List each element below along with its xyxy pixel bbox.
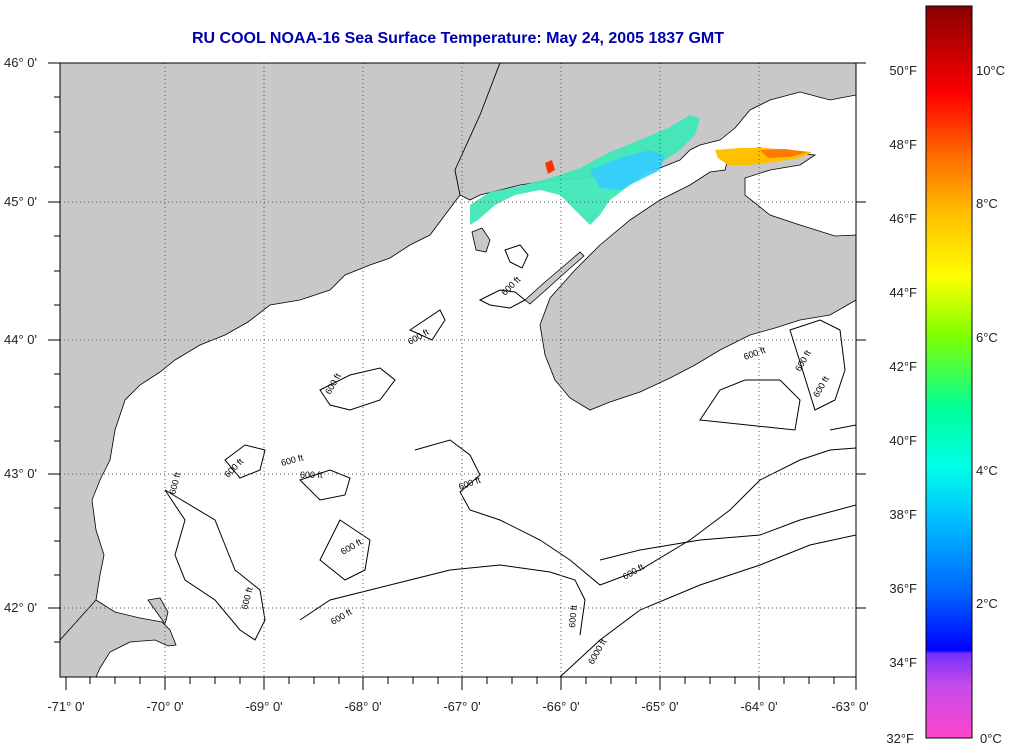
map-frame xyxy=(59,62,857,678)
colorbar-f-label: 42°F xyxy=(889,359,917,374)
depth-contours xyxy=(164,244,856,677)
colorbar-f-label: 44°F xyxy=(889,285,917,300)
map-layers: 600 ft 600 ft 600 ft 600 ft 600 ft 600 f… xyxy=(60,63,856,677)
colorbar-f-label: 46°F xyxy=(889,211,917,226)
lat-label: 45° 0' xyxy=(4,194,37,209)
colorbar-c-label: 0°C xyxy=(980,731,1002,746)
colorbar-f-label: 32°F xyxy=(886,731,914,746)
colorbar-c-label: 10°C xyxy=(976,63,1005,78)
lat-label: 42° 0' xyxy=(4,600,37,615)
lat-label: 46° 0' xyxy=(4,55,37,70)
lon-label: -69° 0' xyxy=(245,699,282,714)
colorbar-f-label: 34°F xyxy=(889,655,917,670)
colorbar-f-label: 48°F xyxy=(889,137,917,152)
lon-label: -63° 0' xyxy=(831,699,868,714)
sst-patch-fundy-cool xyxy=(590,150,665,190)
sst-patch-minas-warm xyxy=(760,149,808,158)
colorbar-f-label: 40°F xyxy=(889,433,917,448)
graticule xyxy=(60,63,856,677)
lat-label: 44° 0' xyxy=(4,332,37,347)
sst-patch-small xyxy=(545,160,555,174)
colorbar-f-label: 36°F xyxy=(889,581,917,596)
lon-label: -71° 0' xyxy=(47,699,84,714)
lat-ticks xyxy=(48,62,866,643)
lon-label: -70° 0' xyxy=(146,699,183,714)
land-grand-manan xyxy=(471,227,491,253)
map-title: RU COOL NOAA-16 Sea Surface Temperature:… xyxy=(191,30,725,47)
colorbar-c-label: 8°C xyxy=(976,196,998,211)
land-cape-cod-hook xyxy=(147,597,169,625)
lon-label: -66° 0' xyxy=(542,699,579,714)
lon-label: -67° 0' xyxy=(443,699,480,714)
lon-label: -65° 0' xyxy=(641,699,678,714)
colorbar-celsius-labels: 10°C 8°C 6°C 4°C 2°C 0°C xyxy=(976,63,1005,746)
lon-ticks xyxy=(65,677,857,690)
contour-label: 600 ft xyxy=(567,604,579,628)
land-new-england xyxy=(60,63,501,677)
land-digby-neck xyxy=(524,251,585,305)
colorbar-c-label: 4°C xyxy=(976,463,998,478)
colorbar-c-label: 6°C xyxy=(976,330,998,345)
land-cape-cod xyxy=(60,599,177,677)
land-nova-scotia xyxy=(539,147,856,411)
contour-label: 600 ft xyxy=(300,470,323,480)
sst-patch-fundy xyxy=(470,115,700,225)
lon-labels: -71° 0' -70° 0' -69° 0' -68° 0' -67° 0' … xyxy=(47,699,868,714)
lon-label: -64° 0' xyxy=(740,699,777,714)
colorbar-c-label: 2°C xyxy=(976,596,998,611)
colorbar xyxy=(925,5,973,739)
lat-label: 43° 0' xyxy=(4,466,37,481)
colorbar-fahrenheit-labels: 50°F 48°F 46°F 44°F 42°F 40°F 38°F 36°F … xyxy=(886,63,917,746)
lat-labels: 46° 0' 45° 0' 44° 0' 43° 0' 42° 0' xyxy=(4,55,37,615)
colorbar-f-label: 38°F xyxy=(889,507,917,522)
lon-label: -68° 0' xyxy=(344,699,381,714)
colorbar-f-label: 50°F xyxy=(889,63,917,78)
